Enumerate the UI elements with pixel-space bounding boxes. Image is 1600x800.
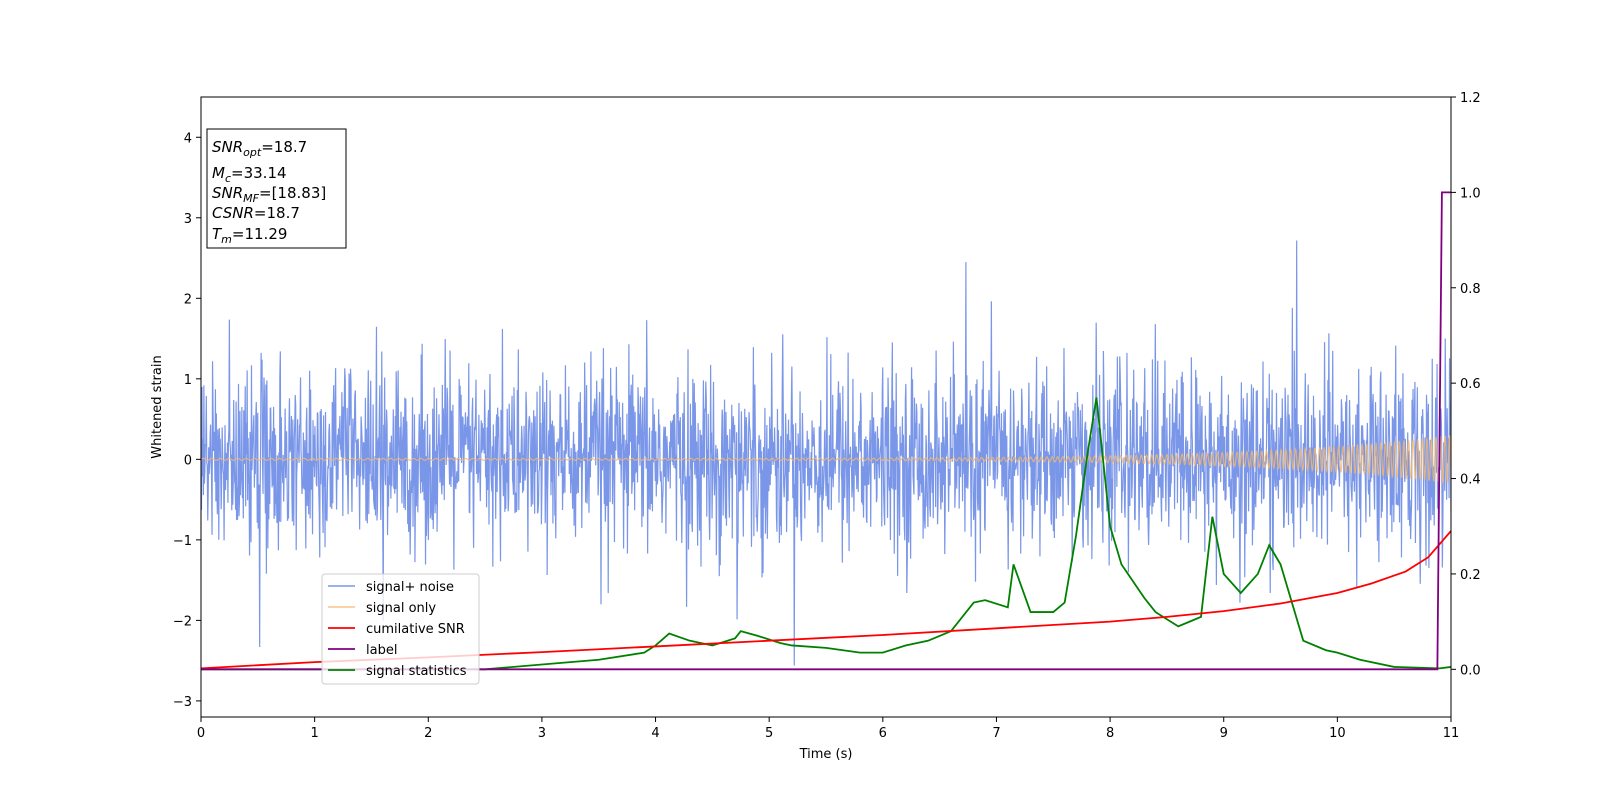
y-right-tick-label: 0.6 <box>1460 377 1481 392</box>
x-tick-label: 11 <box>1443 726 1460 741</box>
annotation-line: Tm=11.29 <box>212 225 287 246</box>
y-right-tick-label: 0.8 <box>1460 282 1481 297</box>
y-axis-right: 0.0 0.2 0.4 0.6 0.8 1.0 1.2 <box>1451 91 1481 678</box>
x-tick-label: 3 <box>538 726 546 741</box>
legend-frame <box>321 573 480 685</box>
series-line-cumulative-snr <box>201 530 1451 670</box>
legend-label: signal+ noise <box>366 580 454 595</box>
y-left-tick-label: −3 <box>173 695 192 710</box>
annotation-frame <box>206 128 347 249</box>
y-left-tick-label: −2 <box>173 614 192 629</box>
legend-label: signal statistics <box>366 664 467 679</box>
plot-frame <box>200 96 1452 718</box>
stats-annotation-box: SNRopt=18.7 Mc=33.14SNRMF=[18.83]CSNR=18.… <box>206 128 347 249</box>
y-left-tick-label: 2 <box>184 292 192 307</box>
series-line-signal-statistics <box>201 397 1451 671</box>
y-axis-left: −3 −2 −1 0 1 2 3 4 <box>173 131 201 710</box>
series-line-label <box>201 191 1451 671</box>
x-tick-label: 5 <box>765 726 773 741</box>
y-right-tick-label: 0.2 <box>1460 568 1481 583</box>
legend-label: signal only <box>366 601 436 616</box>
y-left-tick-label: 1 <box>184 373 192 388</box>
y-right-tick-label: 0.0 <box>1460 663 1481 678</box>
legend: signal+ noise signal only cumilative SNR la… <box>321 573 480 685</box>
series-line-signal-noise <box>201 240 1451 666</box>
annotation-line: SNRMF=[18.83] <box>212 184 326 205</box>
y-right-tick-label: 1.0 <box>1460 186 1481 201</box>
x-tick-label: 7 <box>992 726 1000 741</box>
x-tick-label: 6 <box>879 726 887 741</box>
y-axis-label-left: Whitened strain <box>150 355 165 458</box>
annotation-line: CSNR=18.7 <box>212 204 300 222</box>
x-tick-label: 10 <box>1329 726 1346 741</box>
y-left-tick-label: 0 <box>184 453 192 468</box>
y-left-tick-label: −1 <box>173 534 192 549</box>
legend-label: label <box>366 643 397 658</box>
y-right-tick-label: 1.2 <box>1460 91 1481 106</box>
y-right-tick-label: 0.4 <box>1460 473 1481 488</box>
x-tick-label: 8 <box>1106 726 1114 741</box>
x-tick-label: 1 <box>310 726 318 741</box>
series-line-signal-only <box>201 435 1451 484</box>
x-tick-label: 2 <box>424 726 432 741</box>
legend-label: cumilative SNR <box>366 622 465 637</box>
x-axis-label: Time (s) <box>799 747 853 762</box>
x-tick-label: 9 <box>1220 726 1228 741</box>
x-tick-label: 0 <box>197 726 205 741</box>
x-axis: 0 1 2 3 4 5 6 7 8 9 10 11 <box>197 717 1459 741</box>
annotation-line: SNRopt=18.7 <box>212 138 307 159</box>
y-left-tick-label: 4 <box>184 131 192 146</box>
x-tick-label: 4 <box>651 726 659 741</box>
y-left-tick-label: 3 <box>184 212 192 227</box>
series-layer <box>201 191 1451 671</box>
annotation-line: Mc=33.14 <box>212 164 287 185</box>
